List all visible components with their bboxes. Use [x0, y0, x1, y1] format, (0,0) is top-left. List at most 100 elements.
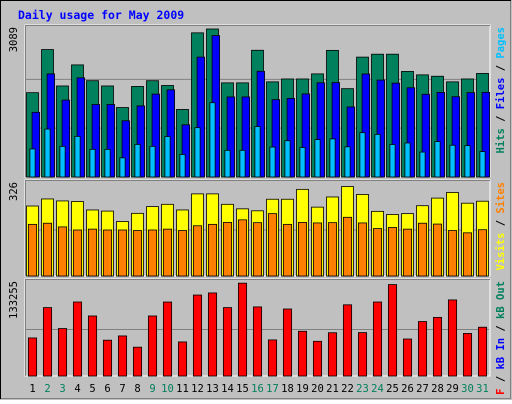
bar-sites-day-23 [357, 222, 368, 277]
chart-title: Daily usage for May 2009 [18, 8, 184, 22]
bar-kbytes-day-24 [372, 301, 383, 377]
bar-kbytes-day-3 [57, 328, 68, 377]
bar-pages-day-4 [74, 135, 81, 178]
day-label-30: 30 [461, 383, 474, 395]
y-max-label-hits_panel: 3089 [8, 27, 20, 52]
bar-files-day-25 [391, 82, 400, 178]
bar-pages-day-23 [359, 132, 366, 178]
day-label-10: 10 [161, 383, 174, 395]
bar-sites-day-14 [222, 221, 233, 277]
bar-files-day-27 [421, 93, 430, 178]
bar-pages-day-2 [44, 128, 51, 178]
bar-pages-day-15 [239, 149, 246, 178]
legend-separator: / [495, 59, 507, 78]
bar-files-day-20 [316, 82, 325, 178]
bar-kbytes-day-9 [147, 315, 158, 377]
bar-pages-day-5 [89, 148, 96, 178]
bar-files-day-14 [226, 96, 235, 178]
legend-label-kb-out: kB Out [495, 281, 507, 319]
bar-pages-day-21 [329, 138, 336, 178]
legend-label-hits: Hits [495, 128, 507, 153]
bar-sites-day-4 [72, 229, 83, 277]
bar-files-day-2 [46, 73, 55, 178]
bar-pages-day-19 [299, 147, 306, 178]
series-kbytes [27, 282, 488, 377]
day-label-31: 31 [476, 383, 489, 395]
series-pages [29, 102, 486, 178]
bar-kbytes-day-8 [132, 346, 143, 377]
bar-kbytes-day-25 [387, 284, 398, 377]
bar-files-day-22 [346, 106, 355, 178]
bar-pages-day-17 [269, 146, 276, 178]
bar-sites-day-16 [252, 222, 263, 277]
bar-kbytes-day-30 [462, 333, 473, 377]
bar-pages-day-7 [119, 157, 126, 178]
bar-sites-day-10 [162, 228, 173, 277]
bar-files-day-15 [241, 96, 250, 178]
legend-separator: / [495, 319, 507, 338]
bar-sites-day-31 [477, 229, 488, 277]
bar-files-day-8 [136, 105, 145, 178]
bar-pages-day-1 [29, 148, 36, 178]
bar-files-day-28 [436, 92, 445, 178]
bar-files-day-24 [376, 79, 385, 178]
day-label-25: 25 [386, 383, 399, 395]
bar-files-day-11 [181, 124, 190, 178]
legend-label-files: Files [495, 78, 507, 110]
bar-pages-day-31 [479, 151, 486, 178]
day-label-7: 7 [119, 383, 125, 395]
day-label-21: 21 [326, 383, 339, 395]
bar-kbytes-day-21 [327, 332, 338, 377]
bar-pages-day-14 [224, 149, 231, 178]
bar-kbytes-day-2 [42, 307, 53, 377]
bar-files-day-19 [301, 93, 310, 178]
bar-files-day-5 [91, 104, 100, 178]
day-label-18: 18 [281, 383, 294, 395]
legend-separator: / [495, 109, 507, 128]
bar-kbytes-day-23 [357, 332, 368, 377]
legend-labels-hits_panel: Hits / Files / Pages [495, 27, 507, 153]
bar-files-day-26 [406, 87, 415, 178]
series-sites [27, 213, 488, 277]
bar-sites-day-24 [372, 228, 383, 277]
bar-files-day-12 [196, 56, 205, 178]
bar-pages-day-26 [404, 142, 411, 178]
bar-sites-day-8 [132, 230, 143, 277]
bar-pages-day-25 [389, 144, 396, 178]
bar-kbytes-day-22 [342, 304, 353, 377]
bar-kbytes-day-11 [177, 341, 188, 377]
bar-sites-day-6 [102, 229, 113, 277]
legend-label-sites: Sites [495, 182, 507, 214]
y-max-label-kbytes_panel: 133255 [8, 281, 20, 319]
bar-sites-day-25 [387, 227, 398, 277]
day-label-9: 9 [149, 383, 155, 395]
bar-kbytes-day-14 [222, 307, 233, 377]
bar-pages-day-3 [59, 145, 66, 178]
legend-label-visits: Visits [495, 233, 507, 271]
bar-kbytes-day-31 [477, 326, 488, 377]
bar-kbytes-day-7 [117, 335, 128, 377]
bar-kbytes-day-29 [447, 299, 458, 377]
day-label-11: 11 [176, 383, 189, 395]
bar-kbytes-day-10 [162, 301, 173, 377]
bar-pages-day-8 [134, 144, 141, 178]
bar-files-day-3 [61, 99, 70, 178]
day-label-19: 19 [296, 383, 309, 395]
bar-files-day-21 [331, 82, 340, 178]
bar-kbytes-day-13 [207, 292, 218, 377]
bar-sites-day-1 [27, 223, 38, 277]
day-label-16: 16 [251, 383, 264, 395]
bar-pages-day-16 [254, 126, 261, 178]
bar-sites-day-5 [87, 228, 98, 277]
day-label-3: 3 [59, 383, 65, 395]
bar-kbytes-day-27 [417, 321, 428, 377]
day-label-4: 4 [74, 383, 80, 395]
bar-pages-day-18 [284, 140, 291, 178]
legend-label-kb-in: kB In [495, 338, 507, 370]
bar-files-day-7 [121, 120, 130, 178]
bar-pages-day-9 [149, 145, 156, 178]
bar-sites-day-30 [462, 232, 473, 277]
bar-sites-day-18 [282, 223, 293, 277]
bar-pages-day-24 [374, 133, 381, 178]
